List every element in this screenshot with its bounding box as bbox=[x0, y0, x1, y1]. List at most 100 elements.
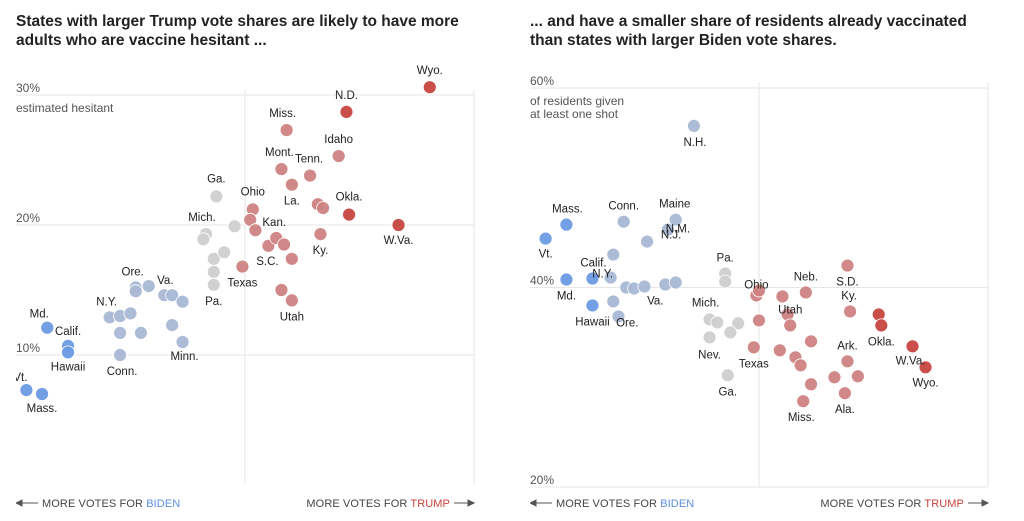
state-point[interactable] bbox=[603, 270, 618, 285]
state-label: Okla. bbox=[868, 336, 895, 348]
state-point[interactable] bbox=[217, 245, 232, 260]
state-point[interactable] bbox=[746, 340, 761, 355]
state-point[interactable] bbox=[827, 370, 842, 385]
state-point[interactable] bbox=[175, 335, 190, 349]
state-point[interactable] bbox=[837, 386, 852, 401]
state-point[interactable] bbox=[796, 394, 811, 409]
state-point[interactable] bbox=[209, 189, 224, 204]
state-point[interactable] bbox=[710, 315, 725, 330]
state-point[interactable] bbox=[274, 162, 289, 177]
state-point[interactable] bbox=[793, 358, 808, 373]
state-point[interactable] bbox=[611, 309, 626, 324]
state-point[interactable] bbox=[874, 318, 889, 333]
state-point[interactable] bbox=[905, 339, 920, 354]
state-point[interactable] bbox=[752, 283, 766, 298]
state-point[interactable] bbox=[342, 207, 356, 222]
state-label: Ark. bbox=[837, 340, 857, 352]
state-point[interactable] bbox=[391, 218, 406, 232]
state-label: Okla. bbox=[336, 192, 363, 204]
state-point[interactable] bbox=[284, 293, 299, 308]
state-point[interactable] bbox=[731, 316, 746, 331]
state-label: Idaho bbox=[324, 134, 353, 146]
state-point[interactable] bbox=[538, 231, 553, 246]
state-point[interactable] bbox=[123, 306, 138, 321]
state-point[interactable] bbox=[918, 360, 933, 375]
state-point[interactable] bbox=[775, 289, 790, 304]
state-point[interactable] bbox=[35, 387, 49, 401]
state-point[interactable] bbox=[772, 343, 787, 358]
state-point[interactable] bbox=[339, 105, 354, 119]
state-point[interactable] bbox=[606, 294, 621, 309]
state-label: Utah bbox=[280, 311, 304, 323]
state-point[interactable] bbox=[840, 354, 855, 369]
state-point[interactable] bbox=[313, 227, 328, 242]
state-label: Mont. bbox=[265, 147, 294, 159]
state-point[interactable] bbox=[637, 279, 652, 294]
state-point[interactable] bbox=[165, 288, 180, 303]
state-label: N.H. bbox=[683, 137, 706, 149]
state-point[interactable] bbox=[19, 383, 34, 398]
state-point[interactable] bbox=[113, 348, 127, 362]
state-label: Ore. bbox=[616, 317, 638, 329]
y-unit-label: estimated hesitant bbox=[16, 101, 114, 115]
state-point[interactable] bbox=[175, 294, 190, 309]
state-point[interactable] bbox=[843, 304, 857, 319]
state-point[interactable] bbox=[128, 284, 143, 299]
state-point[interactable] bbox=[850, 369, 865, 384]
state-label: W.Va. bbox=[384, 235, 414, 247]
state-point[interactable] bbox=[616, 214, 631, 229]
state-point[interactable] bbox=[141, 279, 156, 294]
state-point[interactable] bbox=[668, 275, 683, 290]
state-point[interactable] bbox=[798, 285, 813, 300]
state-point[interactable] bbox=[585, 298, 600, 313]
state-point[interactable] bbox=[113, 325, 127, 340]
state-point[interactable] bbox=[279, 123, 294, 138]
state-point[interactable] bbox=[284, 251, 299, 266]
state-point[interactable] bbox=[134, 325, 148, 340]
state-point[interactable] bbox=[284, 177, 299, 192]
state-point[interactable] bbox=[206, 277, 221, 292]
state-point[interactable] bbox=[196, 232, 211, 247]
state-point[interactable] bbox=[227, 219, 242, 234]
state-point[interactable] bbox=[559, 272, 574, 287]
state-point[interactable] bbox=[61, 345, 75, 360]
state-point[interactable] bbox=[783, 318, 798, 333]
y-tick-label: 60% bbox=[530, 74, 554, 88]
state-point[interactable] bbox=[585, 271, 600, 286]
state-point[interactable] bbox=[804, 334, 818, 349]
state-point[interactable] bbox=[40, 320, 55, 335]
state-point[interactable] bbox=[422, 80, 437, 95]
state-point[interactable] bbox=[668, 212, 683, 227]
state-point[interactable] bbox=[702, 330, 717, 345]
state-label: S.C. bbox=[256, 256, 278, 268]
state-point[interactable] bbox=[303, 168, 317, 183]
state-point[interactable] bbox=[718, 274, 733, 289]
state-point[interactable] bbox=[606, 247, 621, 262]
state-point[interactable] bbox=[804, 377, 818, 392]
state-point[interactable] bbox=[687, 119, 701, 133]
state-label: N.Y. bbox=[96, 296, 117, 308]
state-point[interactable] bbox=[640, 234, 655, 249]
y-tick-label: 20% bbox=[530, 473, 554, 487]
state-label: Wyo. bbox=[912, 377, 938, 389]
state-point[interactable] bbox=[720, 368, 735, 383]
state-label: N.J. bbox=[661, 230, 681, 242]
state-point[interactable] bbox=[331, 149, 346, 164]
state-point[interactable] bbox=[752, 313, 766, 328]
state-label: Ala. bbox=[835, 404, 855, 416]
state-point[interactable] bbox=[661, 222, 675, 237]
state-point[interactable] bbox=[248, 223, 263, 238]
state-point[interactable] bbox=[206, 264, 221, 279]
state-point[interactable] bbox=[316, 201, 330, 216]
state-label: Texas bbox=[227, 278, 257, 290]
state-point[interactable] bbox=[723, 325, 738, 340]
state-point[interactable] bbox=[235, 259, 250, 274]
state-point[interactable] bbox=[559, 217, 574, 232]
state-label: Texas bbox=[739, 358, 769, 370]
state-point[interactable] bbox=[840, 258, 855, 273]
state-point[interactable] bbox=[165, 318, 180, 333]
chart-title: States with larger Trump vote shares are… bbox=[16, 13, 459, 49]
state-point[interactable] bbox=[277, 237, 291, 252]
state-point[interactable] bbox=[274, 283, 289, 297]
